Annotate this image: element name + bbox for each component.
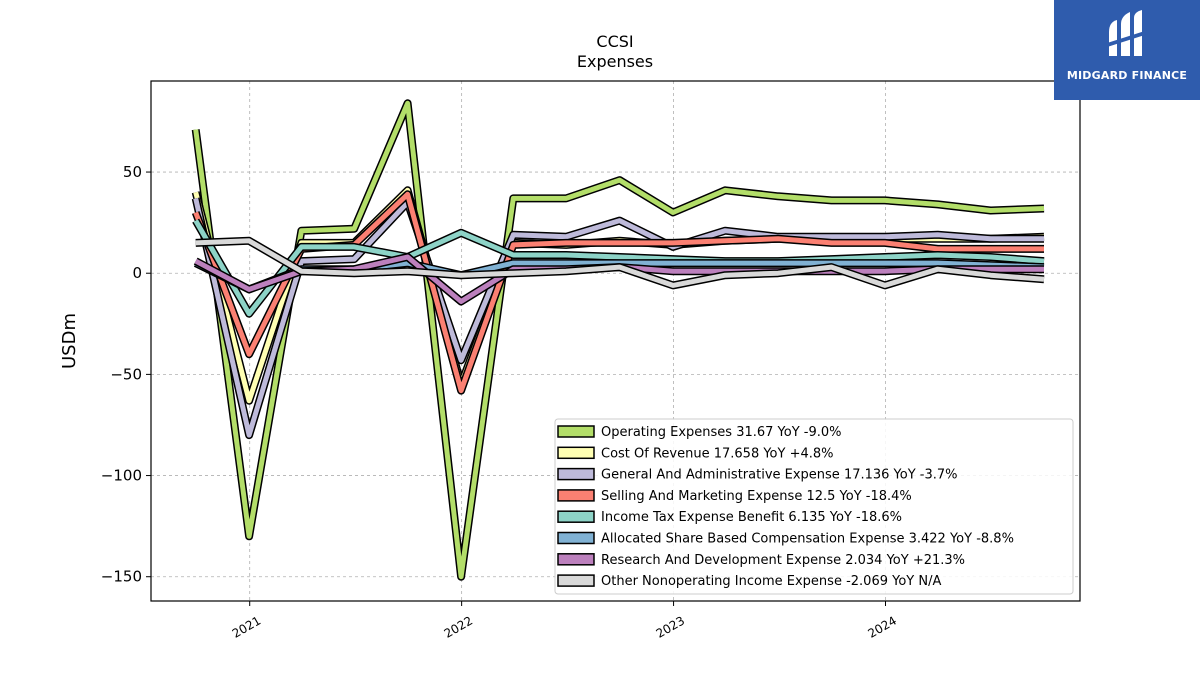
legend-swatch	[557, 489, 595, 502]
legend-swatch	[557, 574, 595, 587]
y-tick-label: −150	[101, 568, 142, 586]
legend-swatch	[557, 425, 595, 438]
y-tick-label: −50	[110, 365, 142, 383]
x-tick-label: 2021	[230, 613, 263, 640]
series-line	[193, 100, 1045, 580]
series-line	[193, 219, 1045, 317]
legend-entry: Allocated Share Based Compensation Expen…	[601, 532, 1014, 547]
legend-swatch	[557, 467, 595, 481]
legend-entry: Income Tax Expense Benefit 6.135 YoY -18…	[601, 510, 902, 525]
plot-frame	[150, 80, 1081, 602]
legend-swatch	[557, 531, 595, 545]
legend-swatch	[557, 446, 595, 460]
chart-title: CCSI	[596, 32, 633, 51]
legend: Operating Expenses 31.67 YoY -9.0% Cost O…	[554, 418, 1074, 595]
legend-swatch	[557, 553, 595, 566]
x-tick-label: 2023	[654, 613, 687, 640]
y-tick-label: 0	[132, 264, 142, 282]
y-tick-label: −100	[101, 467, 142, 485]
y-axis-label: USDm	[59, 313, 80, 369]
legend-swatch	[557, 510, 595, 523]
series-line	[195, 238, 1045, 288]
legend-entry: Operating Expenses 31.67 YoY -9.0%	[601, 425, 842, 440]
legend-entry: Research And Development Expense 2.034 Y…	[601, 553, 965, 568]
series-line	[193, 197, 1044, 438]
legend-box	[554, 418, 1074, 595]
legend-entry: Other Nonoperating Income Expense -2.069…	[601, 574, 941, 589]
logo-text: MIDGARD FINANCE	[1066, 69, 1188, 82]
legend-entry: Selling And Marketing Expense 12.5 YoY -…	[601, 489, 912, 504]
series-lines	[191, 99, 1045, 581]
legend-entry: General And Administrative Expense 17.13…	[601, 468, 958, 483]
x-tick-label: 2024	[866, 613, 899, 640]
logo-mark-icon	[1104, 10, 1148, 56]
x-tick-label: 2022	[442, 613, 475, 640]
y-tick-label: 50	[123, 163, 142, 181]
chart-subtitle: Expenses	[577, 52, 653, 71]
legend-entry: Cost Of Revenue 17.658 YoY +4.8%	[601, 446, 834, 461]
logo: MIDGARD FINANCE	[1054, 0, 1200, 100]
